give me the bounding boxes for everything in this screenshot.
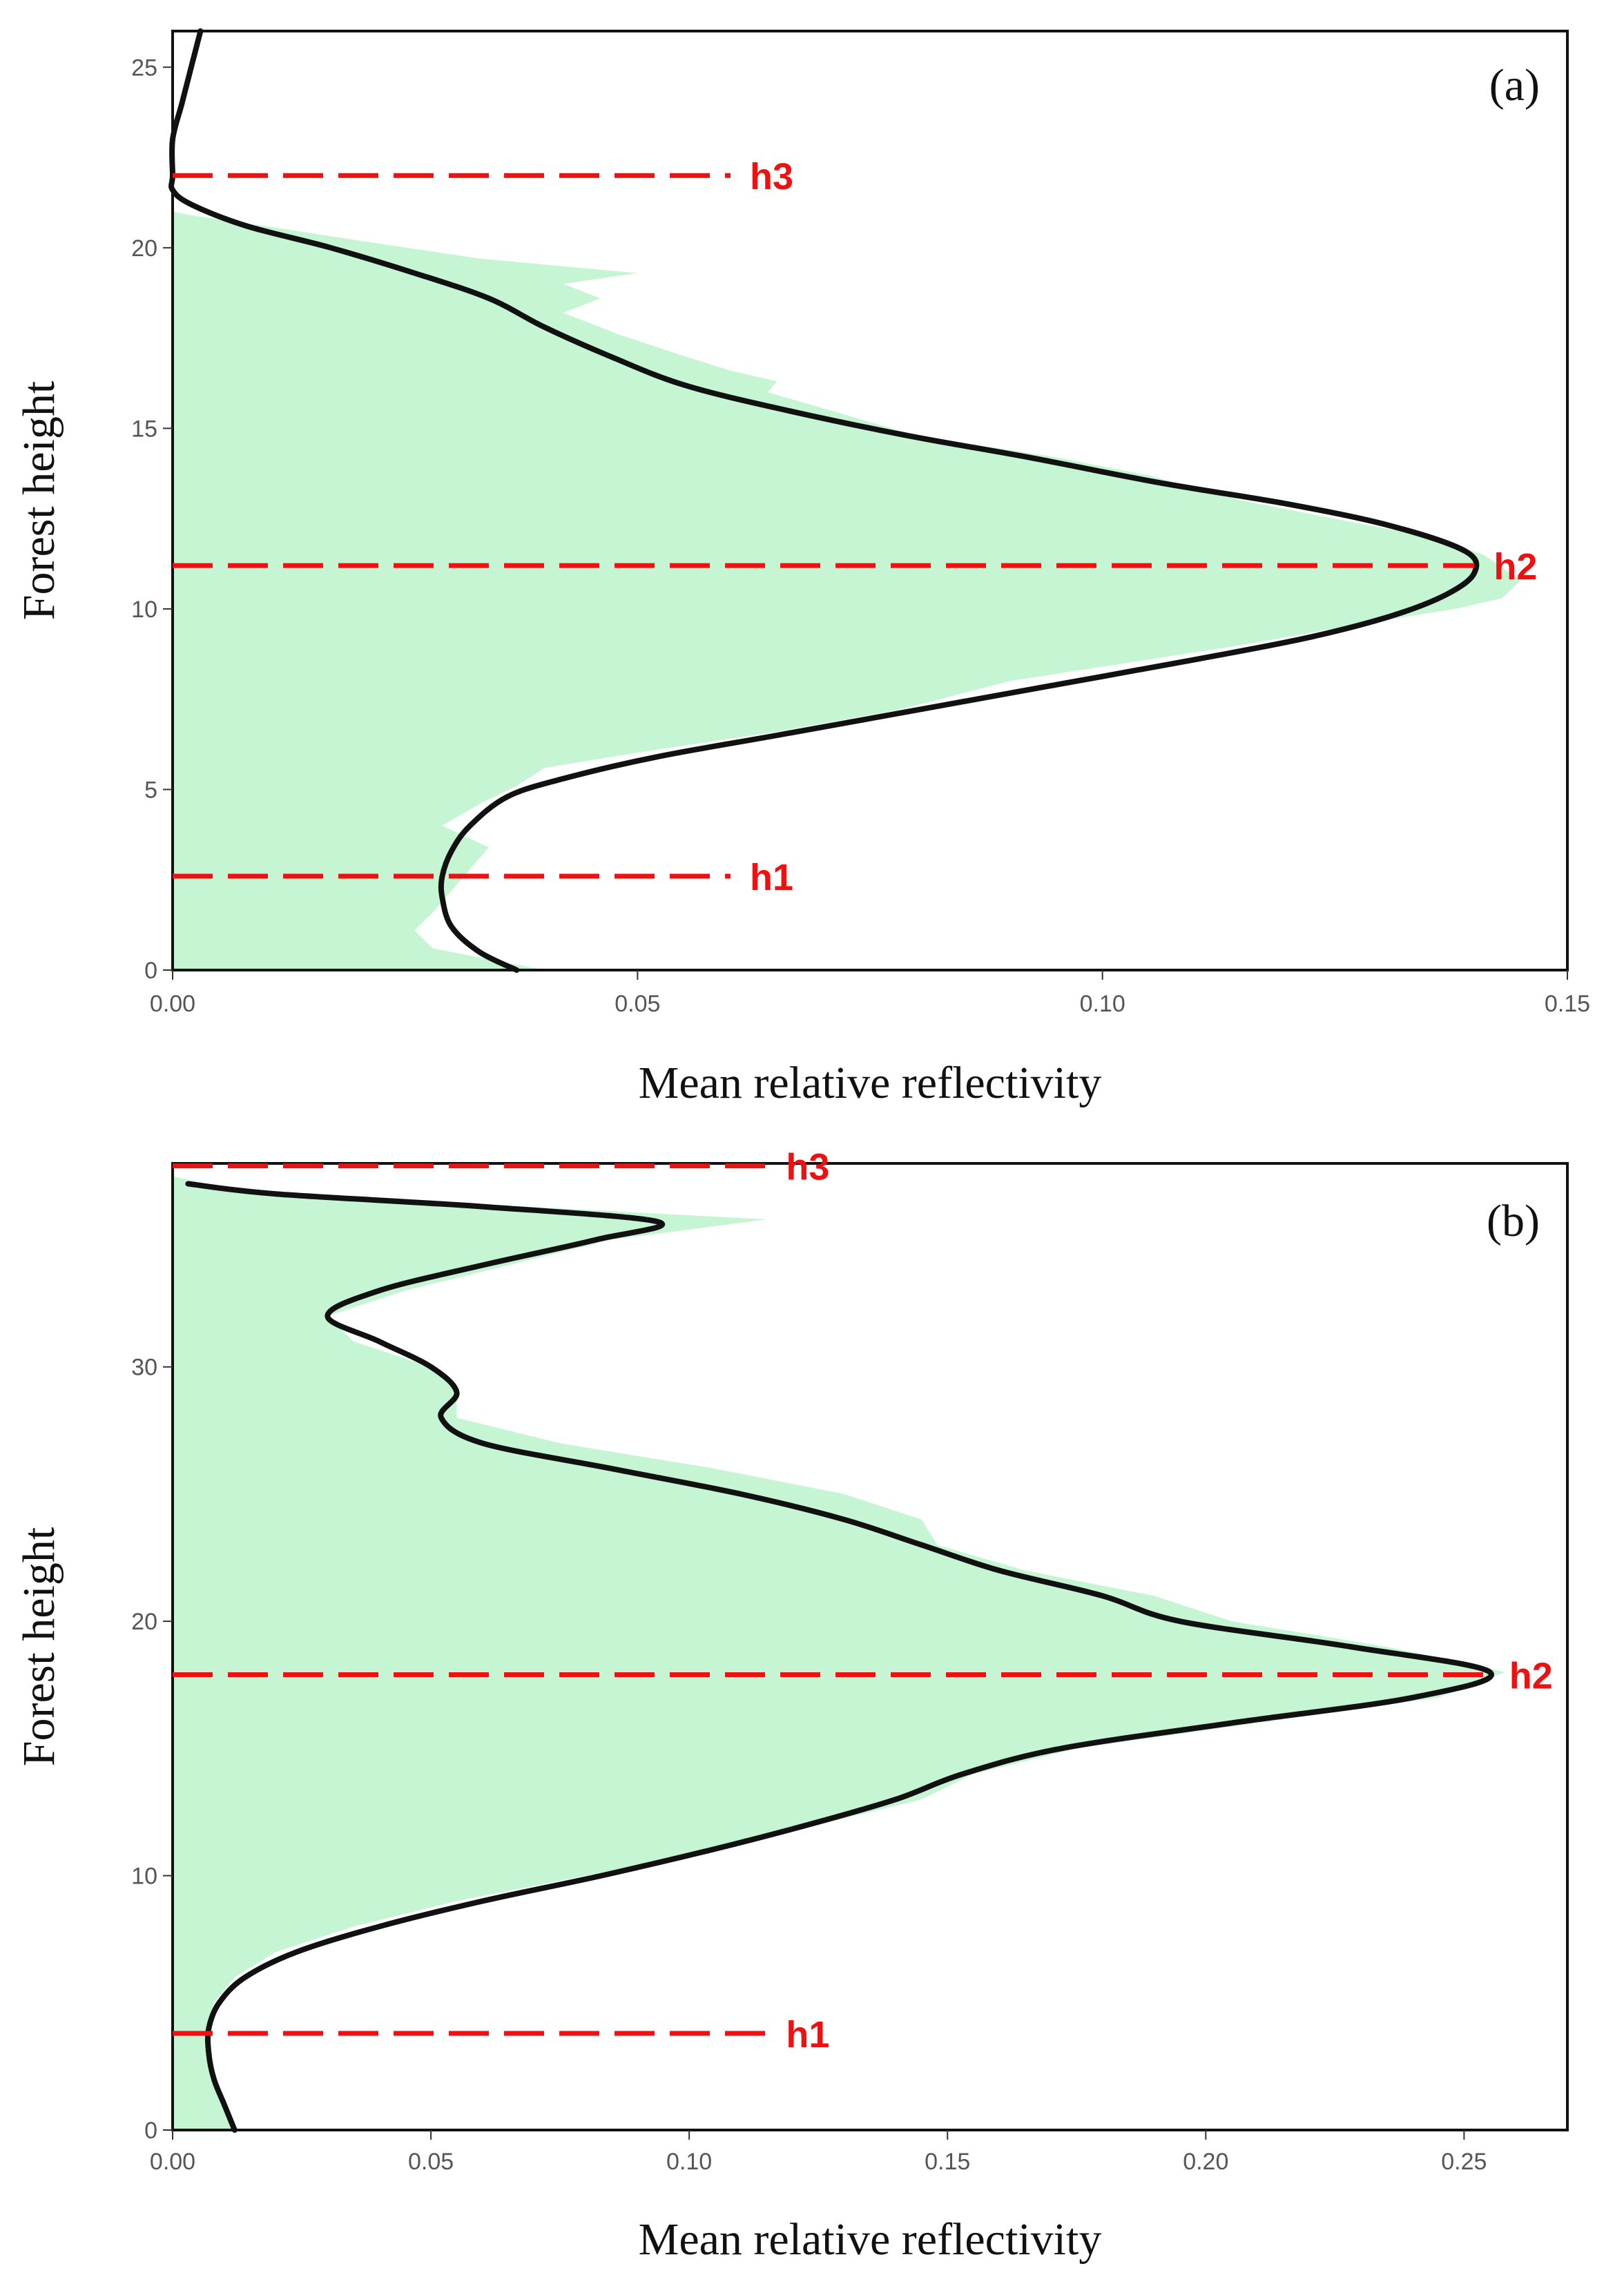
x-axis-title: Mean relative reflectivity <box>639 1058 1102 1108</box>
y-tick-label: 30 <box>131 1355 157 1381</box>
reference-label-h3: h3 <box>750 156 793 197</box>
y-axis-title: Forest height <box>14 381 64 620</box>
reflectivity-fill-area <box>173 211 1521 970</box>
smoothed-profile-line <box>185 1181 1494 2133</box>
y-tick-label: 0 <box>144 2118 157 2144</box>
y-tick-label: 20 <box>131 1609 157 1635</box>
plot-frame <box>171 30 1569 971</box>
y-tick-label: 10 <box>131 597 157 623</box>
x-tick-label: 0.15 <box>925 2149 970 2175</box>
y-axis-title: Forest height <box>14 1527 64 1766</box>
panel-label: (a) <box>1489 60 1540 110</box>
x-tick-label: 0.10 <box>666 2149 712 2175</box>
y-tick-label: 0 <box>144 958 157 984</box>
y-tick-label: 10 <box>131 1864 157 1890</box>
x-tick-label: 0.10 <box>1080 991 1125 1017</box>
panel-a: 0.00 0.05 0.10 0.15 0 5 10 15 20 25 h3 h2 h1 (a) Mean … <box>14 28 1590 1108</box>
x-tick-label: 0.00 <box>150 991 195 1017</box>
reference-label-h2: h2 <box>1509 1656 1553 1697</box>
x-tick-label: 0.00 <box>150 2149 195 2175</box>
smoothed-profile-line <box>168 28 1480 973</box>
reference-label-h1: h1 <box>750 857 793 898</box>
reference-label-h1: h1 <box>786 2014 829 2055</box>
x-axis-title: Mean relative reflectivity <box>639 2214 1102 2265</box>
reference-label-h2: h2 <box>1494 546 1537 588</box>
x-tick-label: 0.05 <box>615 991 660 1017</box>
y-tick-label: 15 <box>131 416 157 442</box>
y-tick-label: 5 <box>144 777 157 803</box>
y-tick-label: 25 <box>131 55 157 81</box>
panel-label: (b) <box>1487 1196 1540 1246</box>
x-tick-label: 0.20 <box>1183 2149 1228 2175</box>
panel-b: 0.00 0.05 0.10 0.15 0.20 0.25 0 10 20 30 h3 h2 h1 (b)… <box>14 1147 1569 2265</box>
plot-frame <box>171 1162 1569 2131</box>
reference-label-h3: h3 <box>786 1147 829 1188</box>
y-tick-label: 20 <box>131 235 157 262</box>
x-tick-label: 0.15 <box>1545 991 1590 1017</box>
x-tick-label: 0.25 <box>1441 2149 1487 2175</box>
x-tick-label: 0.05 <box>408 2149 454 2175</box>
reflectivity-fill-area <box>173 1176 1506 2130</box>
